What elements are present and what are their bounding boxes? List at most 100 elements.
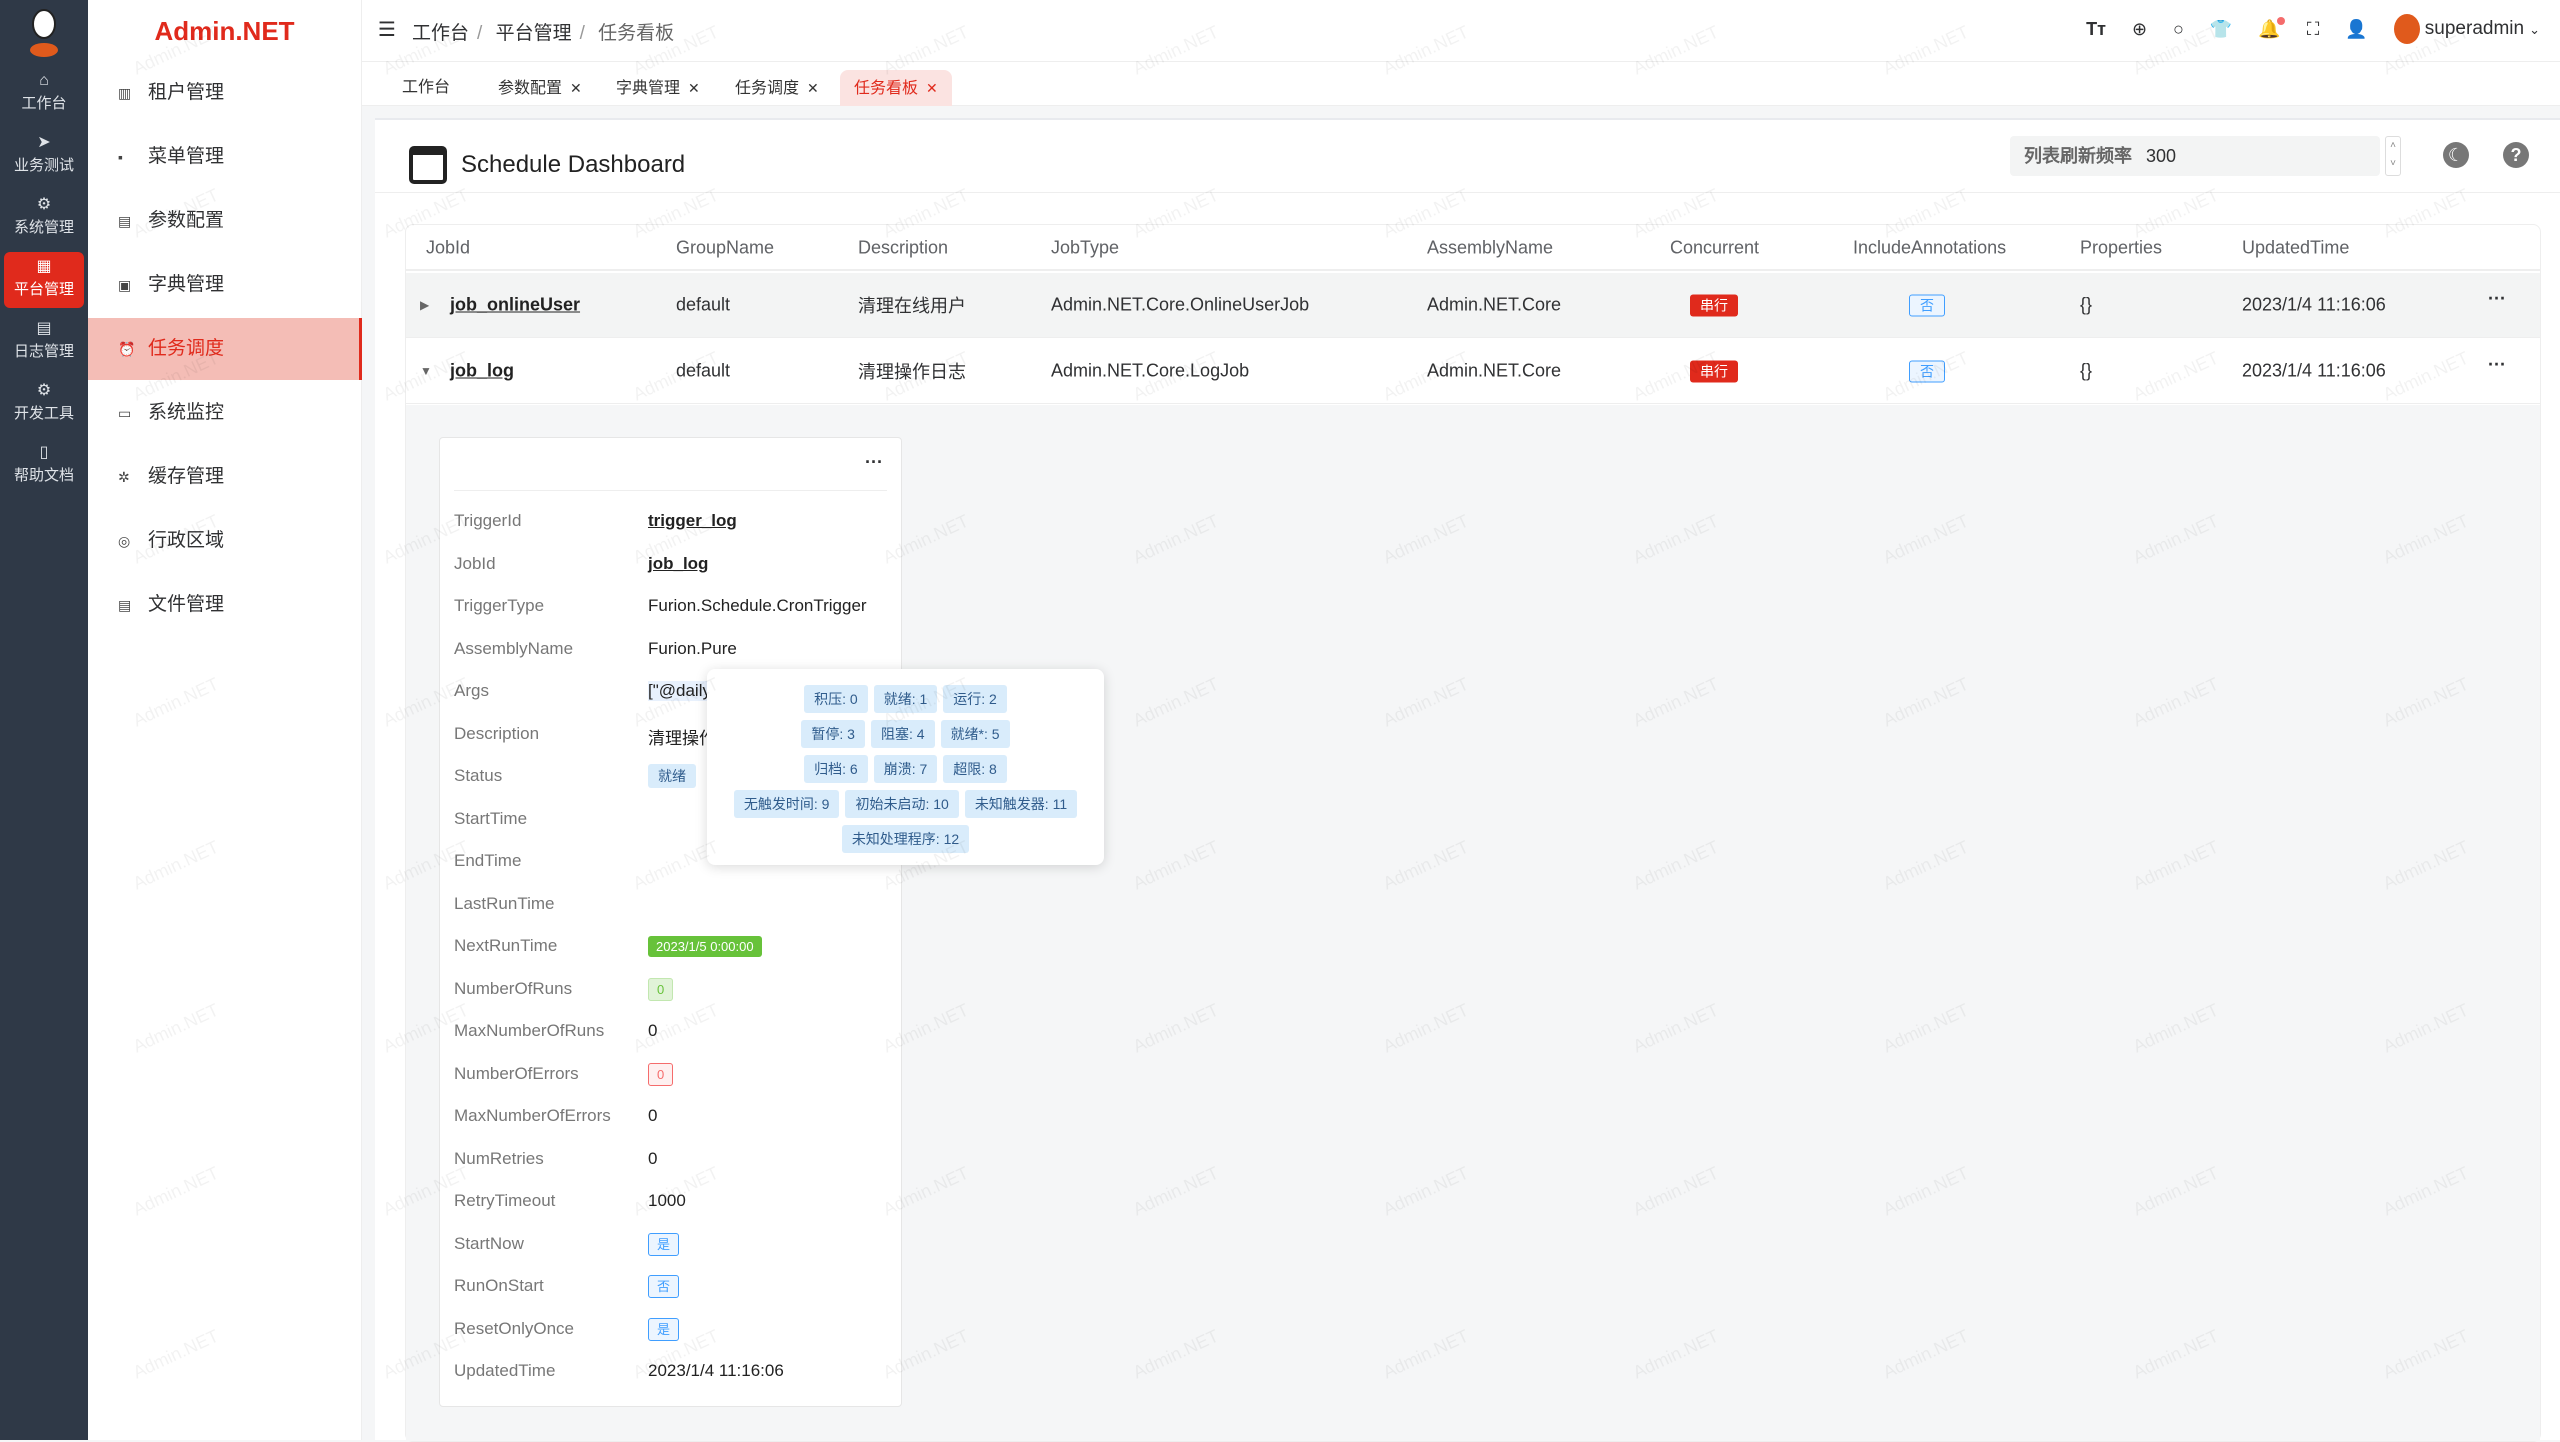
theme-shirt-icon[interactable]: 👕: [2209, 18, 2233, 39]
field-value: 0: [648, 1106, 658, 1125]
menu-item[interactable]: ⏰ 任务调度: [88, 318, 362, 380]
breadcrumb-current: 任务看板: [598, 23, 675, 44]
field-label: StartNow: [454, 1233, 524, 1253]
rail-item[interactable]: ⚙ 系统管理: [4, 190, 84, 246]
field-value: 0: [648, 1062, 674, 1086]
trigger-field: Description 清理操作: [454, 714, 894, 756]
column-header: Properties: [2080, 237, 2163, 258]
field-value[interactable]: trigger_log: [648, 511, 737, 530]
menu-toggle-icon[interactable]: ☰: [378, 19, 396, 41]
menu-item[interactable]: ▪ 菜单管理: [88, 126, 362, 188]
field-label: Description: [454, 723, 540, 743]
expand-caret-icon[interactable]: ▶: [420, 298, 430, 312]
value-tag: 2023/1/5 0:00:00: [648, 936, 762, 957]
tab[interactable]: 工作台: [388, 70, 464, 106]
jobs-table: JobId GroupName Description JobType Assembly…: [405, 224, 2541, 1442]
close-icon[interactable]: ✕: [570, 80, 582, 96]
search-icon[interactable]: ○: [2173, 18, 2184, 39]
column-header: UpdatedTime: [2242, 237, 2350, 258]
font-size-icon[interactable]: Tт: [2086, 18, 2106, 39]
user-icon[interactable]: 👤: [2345, 18, 2368, 39]
menu-item-label: 文件管理: [148, 594, 225, 615]
cell-assemblyname: Admin.NET.Core: [1427, 294, 1562, 315]
field-value: 是: [648, 1317, 680, 1341]
field-value[interactable]: job_log: [648, 553, 709, 573]
close-icon[interactable]: ✕: [688, 80, 700, 96]
tab[interactable]: 任务调度 ✕: [721, 70, 833, 106]
expand-caret-icon[interactable]: ▼: [420, 364, 432, 378]
field-label: LastRunTime: [454, 893, 555, 913]
column-header: JobType: [1051, 237, 1120, 258]
tab-label: 字典管理: [616, 80, 681, 97]
refresh-frequency-label: 列表刷新频率: [2024, 146, 2132, 166]
expanded-row-content: ··· TriggerId trigger_log JobId job_log Trig…: [406, 405, 2540, 1441]
field-value: 否: [648, 1275, 680, 1298]
more-icon[interactable]: ···: [865, 452, 883, 472]
more-icon[interactable]: ···: [2488, 288, 2506, 309]
status-chip: 超限: 8: [943, 755, 1007, 783]
cell-properties: {}: [2080, 360, 2093, 381]
rail-item[interactable]: ▦ 平台管理: [4, 252, 84, 308]
breadcrumb-item[interactable]: 平台管理: [495, 23, 572, 44]
rail-item[interactable]: ⌂ 工作台: [4, 66, 84, 122]
dark-mode-icon[interactable]: ☾: [2443, 142, 2469, 168]
menu-item[interactable]: ▤ 文件管理: [88, 574, 362, 636]
menu-item-label: 参数配置: [148, 210, 225, 231]
frequency-stepper[interactable]: ˄ ˅: [2385, 136, 2401, 176]
table-row[interactable]: ▼ job_log default 清理操作日志 Admin.NET.Core.LogJ…: [406, 339, 2540, 404]
bell-icon[interactable]: 🔔: [2258, 16, 2286, 39]
language-icon[interactable]: ⊕: [2131, 18, 2148, 39]
rail-item[interactable]: ▯ 帮助文档: [4, 438, 84, 494]
menu-item-label: 字典管理: [148, 274, 225, 295]
trigger-field: RetryTimeout 1000: [454, 1181, 894, 1223]
rail-item-label: 系统管理: [13, 219, 74, 236]
tooltip-row: 积压: 0 就绪: 1 运行: 2: [707, 685, 1104, 720]
username: superadmin: [2424, 17, 2525, 39]
rail-item[interactable]: ▤ 日志管理: [4, 314, 84, 370]
field-label: NextRunTime: [454, 936, 558, 955]
close-icon[interactable]: ✕: [807, 80, 819, 96]
table-row[interactable]: ▶ job_onlineUser default 清理在线用户 Admin.NET.Co…: [406, 273, 2540, 338]
menu-item[interactable]: ▤ 参数配置: [88, 190, 362, 252]
menu-item[interactable]: ▣ 字典管理: [88, 254, 362, 316]
trigger-field: UpdatedTime 2023/1/4 11:16:06: [454, 1351, 894, 1393]
rail-item[interactable]: ⚙ 开发工具: [4, 376, 84, 432]
fullscreen-icon[interactable]: ⛶: [2306, 18, 2320, 39]
close-icon[interactable]: ✕: [926, 80, 938, 96]
menu-icon: ◎: [118, 533, 131, 549]
breadcrumb-item[interactable]: 工作台: [412, 23, 470, 44]
menu-item[interactable]: ◎ 行政区域: [88, 510, 362, 572]
tab[interactable]: 任务看板 ✕: [840, 70, 952, 106]
menu-item-label: 行政区域: [148, 530, 225, 551]
tab[interactable]: 参数配置 ✕: [484, 70, 596, 106]
status-chip: 无触发时间: 9: [733, 790, 840, 818]
rail-item-label: 平台管理: [13, 281, 74, 298]
field-label: RetryTimeout: [454, 1191, 556, 1210]
send-icon: ➤: [37, 134, 51, 151]
field-value: 0: [648, 977, 674, 1001]
cell-jobid[interactable]: job_onlineUser: [450, 294, 581, 315]
tab-label: 参数配置: [498, 80, 563, 97]
menu-icon: ⏰: [118, 341, 136, 357]
field-label: NumberOfRuns: [454, 978, 573, 998]
rail-item[interactable]: ➤ 业务测试: [4, 128, 84, 184]
menu-item-label: 菜单管理: [148, 146, 225, 167]
chip-icon: ⚙: [36, 382, 52, 399]
help-icon[interactable]: ?: [2503, 142, 2529, 168]
menu-item[interactable]: ▭ 系统监控: [88, 382, 362, 444]
user-menu[interactable]: superadmin ⌄: [2393, 14, 2540, 44]
tab[interactable]: 字典管理 ✕: [602, 70, 714, 106]
grid-icon: ▦: [36, 258, 52, 275]
menu-item[interactable]: ▥ 租户管理: [88, 62, 362, 124]
menu-item-label: 任务调度: [148, 338, 225, 359]
cell-jobid[interactable]: job_log: [450, 360, 514, 381]
cell-jobtype: Admin.NET.Core.OnlineUserJob: [1051, 294, 1310, 315]
rail-item-label: 业务测试: [13, 157, 74, 174]
menu-item[interactable]: ✲ 缓存管理: [88, 446, 362, 508]
icon-rail: ⌂ 工作台 ➤ 业务测试 ⚙ 系统管理 ▦ 平台管理 ▤ 日志管理 ⚙ 开发工具 ▯ 帮助文档: [0, 0, 88, 1440]
field-label: MaxNumberOfRuns: [454, 1021, 605, 1040]
more-icon[interactable]: ···: [2488, 354, 2506, 375]
field-label: NumRetries: [454, 1148, 544, 1168]
status-chip: 就绪: 1: [873, 685, 938, 713]
refresh-frequency-input[interactable]: 列表刷新频率 300: [2010, 136, 2380, 176]
